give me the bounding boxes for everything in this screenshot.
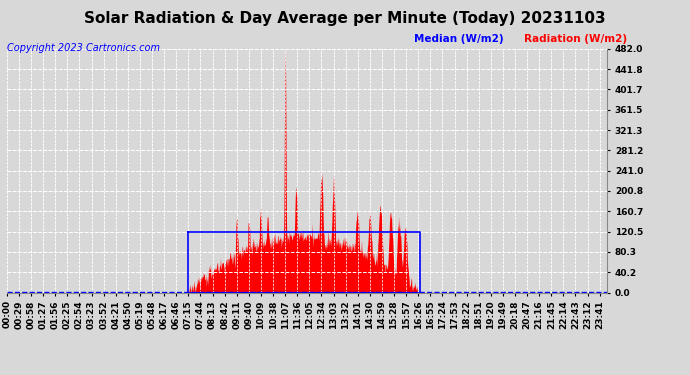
Text: Copyright 2023 Cartronics.com: Copyright 2023 Cartronics.com: [7, 43, 160, 53]
Text: Median (W/m2): Median (W/m2): [414, 34, 504, 44]
Text: Solar Radiation & Day Average per Minute (Today) 20231103: Solar Radiation & Day Average per Minute…: [84, 11, 606, 26]
Text: Radiation (W/m2): Radiation (W/m2): [524, 34, 627, 44]
